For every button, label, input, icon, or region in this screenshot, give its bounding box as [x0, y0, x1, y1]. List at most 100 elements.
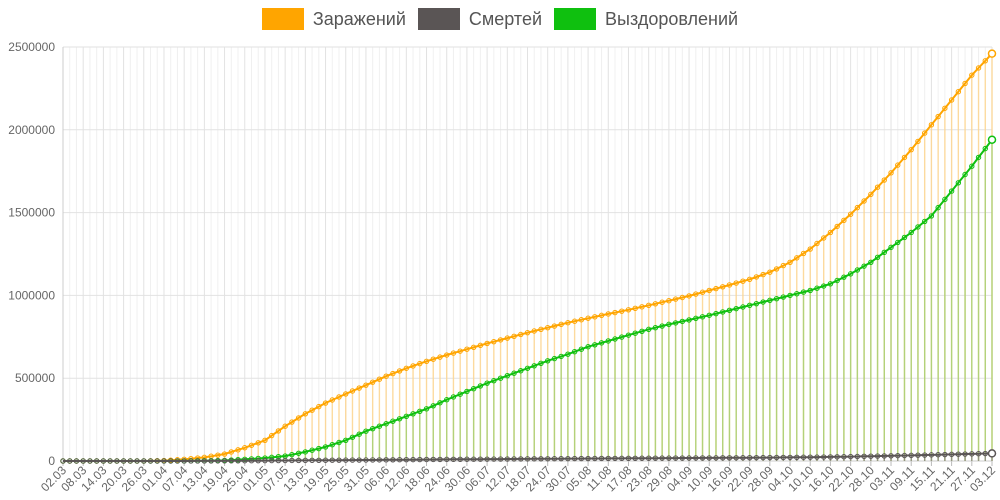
data-point-infections: [847, 211, 854, 217]
data-point-infections: [592, 314, 598, 320]
data-point-deaths: [114, 458, 120, 464]
data-point-infections: [457, 348, 463, 354]
data-point-recoveries: [666, 321, 672, 328]
data-point-deaths: [470, 456, 477, 462]
data-point-recoveries: [693, 315, 699, 322]
data-point-recoveries: [861, 263, 867, 269]
data-point-infections: [625, 307, 632, 313]
data-point-deaths: [720, 455, 726, 461]
data-point-deaths: [383, 457, 389, 463]
data-point-infections: [396, 368, 403, 374]
data-point-infections: [612, 309, 618, 316]
data-point-infections: [255, 440, 261, 446]
data-point-recoveries: [639, 328, 645, 334]
data-point-infections: [942, 105, 948, 111]
data-point-deaths: [625, 455, 632, 462]
data-point-deaths: [87, 458, 93, 464]
data-point-deaths: [975, 451, 982, 457]
data-point-deaths: [93, 458, 100, 464]
data-point-deaths: [659, 455, 665, 461]
data-point-infections: [262, 437, 268, 443]
data-point-deaths: [242, 458, 248, 464]
data-point-deaths: [821, 454, 827, 460]
data-point-deaths: [531, 456, 537, 462]
data-point-infections: [760, 271, 766, 278]
legend-label-recoveries: Выздоровлений: [605, 8, 739, 29]
data-point-deaths: [417, 456, 423, 463]
data-point-deaths: [652, 455, 659, 461]
data-point-deaths: [154, 458, 160, 464]
data-point-deaths: [194, 458, 201, 464]
data-point-deaths: [699, 455, 706, 461]
data-point-deaths: [295, 457, 302, 464]
data-point-infections: [780, 262, 787, 269]
legend-item-recoveries[interactable]: Выздоровлений: [554, 8, 738, 30]
data-point-deaths: [369, 457, 376, 463]
data-point-infections: [975, 65, 982, 71]
data-point-infections: [895, 162, 901, 168]
data-point-deaths: [895, 452, 901, 459]
data-point-deaths: [262, 457, 268, 464]
data-point-deaths: [619, 455, 625, 462]
data-point-recoveries: [740, 304, 746, 310]
data-point-recoveries: [369, 426, 376, 432]
data-point-deaths: [410, 456, 416, 463]
data-point-infections: [403, 365, 410, 371]
data-point-deaths: [538, 456, 544, 462]
data-point-infections: [295, 415, 302, 421]
data-point-infections: [248, 442, 255, 448]
legend-item-deaths[interactable]: Смертей: [417, 8, 542, 30]
data-point-deaths: [948, 451, 955, 458]
data-point-recoveries: [794, 291, 800, 297]
data-point-infections: [679, 294, 686, 301]
legend-item-infections[interactable]: Заражений: [261, 8, 406, 30]
data-point-deaths: [322, 457, 329, 463]
y-tick-label: 1500000: [8, 206, 55, 220]
data-point-deaths: [343, 457, 349, 463]
data-point-infections: [497, 337, 504, 343]
data-point-deaths: [309, 457, 315, 464]
data-point-recoveries: [652, 324, 659, 331]
data-point-recoveries: [444, 397, 450, 403]
data-point-recoveries: [720, 309, 726, 315]
data-point-deaths: [67, 458, 73, 464]
data-point-recoveries: [437, 400, 443, 406]
data-point-recoveries: [275, 453, 282, 460]
data-point-infections: [962, 80, 968, 87]
data-point-deaths: [767, 454, 773, 461]
data-point-infections: [955, 89, 962, 95]
data-point-deaths: [639, 455, 645, 461]
legend-swatch-recoveries: [554, 8, 597, 30]
data-point-infections: [309, 407, 315, 413]
data-point-infections: [901, 154, 908, 161]
data-point-deaths: [457, 456, 463, 462]
data-point-deaths: [161, 458, 167, 464]
data-point-infections: [302, 411, 309, 417]
legend-swatch-deaths: [417, 8, 460, 30]
data-point-deaths: [908, 452, 914, 459]
data-point-recoveries: [773, 296, 780, 302]
data-point-recoveries: [713, 310, 719, 317]
data-point-deaths: [962, 451, 968, 457]
data-point-recoveries: [376, 423, 383, 429]
data-point-infections: [706, 287, 712, 294]
data-point-deaths: [141, 458, 147, 464]
data-point-recoveries: [679, 318, 686, 325]
data-point-infections: [565, 320, 571, 326]
data-point-deaths: [60, 458, 66, 464]
data-point-recoveries: [895, 239, 901, 246]
y-tick-label: 2000000: [8, 123, 55, 137]
data-point-recoveries: [760, 299, 766, 305]
data-point-deaths: [107, 458, 113, 464]
data-point-infections: [908, 146, 914, 153]
data-point-deaths: [349, 457, 356, 463]
data-point-deaths: [181, 458, 187, 464]
data-point-infections: [511, 333, 517, 340]
data-point-infections: [686, 293, 692, 299]
data-point-deaths: [955, 451, 962, 457]
data-point-deaths: [787, 454, 793, 461]
data-point-deaths: [814, 454, 820, 460]
data-point-infections: [726, 282, 733, 288]
y-tick-label: 2500000: [8, 40, 55, 54]
data-point-infections: [767, 269, 773, 275]
